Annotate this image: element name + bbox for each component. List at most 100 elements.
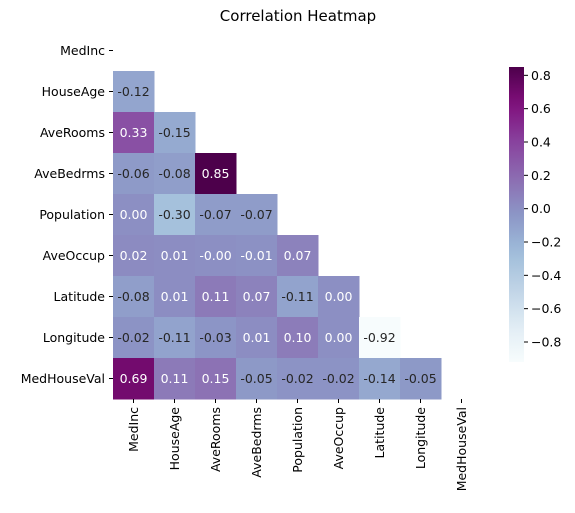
x-tick-label: Latitude	[372, 407, 387, 459]
y-tick-label: Longitude	[43, 330, 105, 345]
cell-annotation: -0.30	[158, 207, 190, 222]
colorbar-tick-label: −0.8	[531, 335, 561, 350]
x-tick-label: AveBedrms	[249, 407, 264, 478]
y-tick-label: AveBedrms	[34, 166, 105, 181]
x-tick-label: AveOccup	[331, 407, 346, 469]
y-tick-label: Population	[39, 207, 105, 222]
cell-annotation: -0.11	[158, 330, 190, 345]
y-tick-label: AveOccup	[43, 248, 105, 263]
heatmap-cell	[195, 153, 237, 195]
heatmap-cell	[400, 358, 442, 400]
cell-annotation: -0.07	[240, 207, 272, 222]
y-tick-label: AveRooms	[40, 125, 105, 140]
heatmap-cell	[154, 276, 196, 318]
heatmap-cell	[154, 235, 196, 277]
colorbar-tick-label: 0.8	[531, 68, 551, 83]
cell-annotation: -0.03	[199, 330, 231, 345]
heatmap-cell	[113, 317, 155, 359]
cell-annotation: -0.92	[363, 330, 395, 345]
heatmap-cell	[113, 71, 155, 113]
heatmap-cell	[113, 153, 155, 195]
heatmap-cell	[113, 276, 155, 318]
colorbar-tick-label: −0.2	[531, 235, 561, 250]
cell-annotation: 0.01	[161, 248, 189, 263]
heatmap-cell	[113, 194, 155, 236]
heatmap-cell	[277, 317, 319, 359]
colorbar-tick-label: −0.6	[531, 301, 561, 316]
cell-annotation: -0.11	[281, 289, 313, 304]
cell-annotation: 0.00	[120, 207, 148, 222]
x-tick-label: Longitude	[413, 407, 428, 469]
cell-annotation: 0.85	[202, 166, 230, 181]
y-tick-label: Latitude	[54, 289, 106, 304]
cell-annotation: 0.07	[284, 248, 312, 263]
colorbar-tick-label: 0.2	[531, 168, 551, 183]
x-tick-label: HouseAge	[167, 407, 182, 471]
cell-annotation: -0.01	[240, 248, 272, 263]
cell-annotation: 0.01	[243, 330, 271, 345]
cell-annotation: 0.00	[325, 330, 353, 345]
cell-annotation: -0.07	[199, 207, 231, 222]
cell-annotation: 0.11	[202, 289, 230, 304]
colorbar-tick-label: 0.6	[531, 101, 551, 116]
heatmap-cell	[113, 112, 155, 154]
heatmap-cell	[236, 276, 278, 318]
heatmap-cell	[359, 317, 401, 359]
colorbar	[509, 67, 524, 362]
heatmap-cell	[236, 235, 278, 277]
cell-annotation: -0.05	[404, 371, 436, 386]
cell-annotation: -0.02	[322, 371, 354, 386]
heatmap-cell	[154, 153, 196, 195]
heatmap-cell	[195, 358, 237, 400]
heatmap-cell	[154, 112, 196, 154]
x-tick-label: MedHouseVal	[454, 407, 469, 491]
heatmap-cell	[236, 194, 278, 236]
heatmap-cell	[113, 235, 155, 277]
y-tick-label: MedHouseVal	[21, 371, 105, 386]
colorbar-tick-label: −0.4	[531, 268, 561, 283]
cell-annotation: -0.00	[199, 248, 231, 263]
heatmap-cell	[318, 276, 360, 318]
colorbar-tick-label: 0.4	[531, 135, 551, 150]
cell-annotation: -0.12	[117, 84, 149, 99]
cell-annotation: -0.08	[117, 289, 149, 304]
cell-annotation: 0.00	[325, 289, 353, 304]
y-tick-label: HouseAge	[42, 84, 106, 99]
heatmap-cell	[359, 358, 401, 400]
heatmap-cell	[154, 358, 196, 400]
x-tick-label: Population	[290, 407, 305, 473]
heatmap-cell	[195, 235, 237, 277]
chart-title: Correlation Heatmap	[219, 7, 377, 25]
heatmap-cell	[318, 358, 360, 400]
cell-annotation: 0.15	[202, 371, 230, 386]
heatmap-cell	[236, 317, 278, 359]
cell-annotation: -0.08	[158, 166, 190, 181]
x-tick-label: MedInc	[126, 407, 141, 452]
heatmap-cell	[195, 276, 237, 318]
heatmap-cell	[154, 317, 196, 359]
y-tick-label: MedInc	[60, 43, 105, 58]
heatmap-cell	[277, 235, 319, 277]
cell-annotation: 0.69	[120, 371, 148, 386]
heatmap-cell	[236, 358, 278, 400]
cell-annotation: -0.02	[281, 371, 313, 386]
cell-annotation: 0.02	[120, 248, 148, 263]
heatmap-cell	[195, 317, 237, 359]
heatmap-cell	[318, 317, 360, 359]
heatmap-cell	[154, 194, 196, 236]
cell-annotation: 0.01	[161, 289, 189, 304]
heatmap-cell	[277, 358, 319, 400]
heatmap-cell	[113, 358, 155, 400]
cell-annotation: -0.15	[158, 125, 190, 140]
heatmap-cell	[277, 276, 319, 318]
cell-annotation: 0.11	[161, 371, 189, 386]
heatmap-cell	[195, 194, 237, 236]
cell-annotation: 0.07	[243, 289, 271, 304]
cell-annotation: 0.10	[284, 330, 312, 345]
x-tick-label: AveRooms	[208, 407, 223, 472]
cell-annotation: 0.33	[120, 125, 148, 140]
colorbar-tick-label: 0.0	[531, 201, 551, 216]
cell-annotation: -0.06	[117, 166, 149, 181]
